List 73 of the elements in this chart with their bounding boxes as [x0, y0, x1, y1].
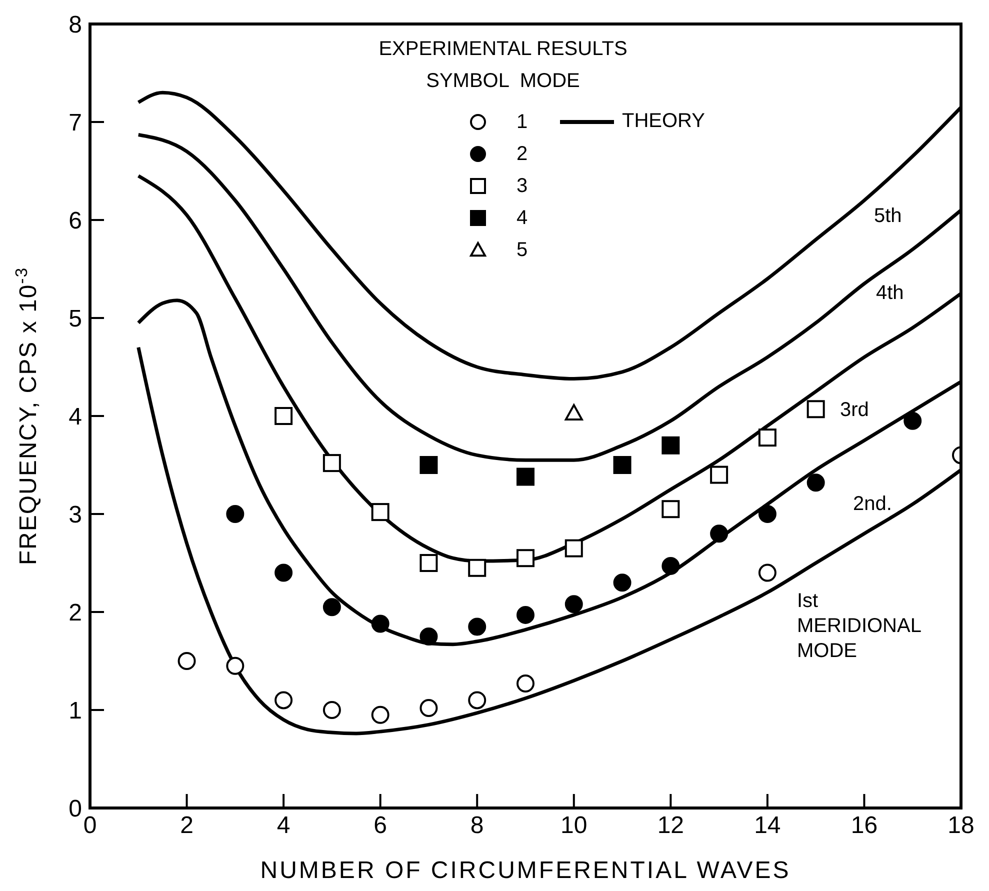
- legend-label: 5: [515, 238, 529, 262]
- point: [516, 674, 534, 693]
- x-tick-label: 4: [276, 812, 290, 840]
- legend-label: 4: [515, 206, 529, 230]
- x-tick-label: 12: [657, 812, 684, 840]
- legend-title: EXPERIMENTAL RESULTS: [378, 38, 628, 62]
- y-tick-label: 4: [68, 404, 82, 431]
- point: [371, 614, 390, 633]
- point: [322, 598, 341, 616]
- annotation: 3rd: [840, 398, 869, 423]
- point: [662, 436, 680, 454]
- point: [662, 556, 680, 575]
- point: [613, 574, 632, 592]
- point: [371, 503, 390, 522]
- x-tick-label: 6: [374, 812, 388, 840]
- line-series: [136, 132, 961, 462]
- point: [710, 524, 728, 543]
- point: [420, 699, 438, 718]
- point: [758, 505, 776, 523]
- y-tick-label: 7: [68, 110, 82, 137]
- point: [322, 454, 341, 472]
- y-tick-label: 3: [68, 502, 82, 529]
- x-axis-title: NUMBER OF CIRCUMFERENTIAL WAVES: [260, 857, 791, 884]
- point: [420, 554, 438, 572]
- annotation: Ist MERIDIONAL MODE: [797, 589, 922, 664]
- annotation: 4th: [876, 281, 904, 306]
- point: [564, 595, 583, 614]
- x-tick-label: 16: [850, 812, 878, 840]
- point: [371, 706, 390, 724]
- x-tick-label: 8: [470, 812, 484, 840]
- point: [178, 652, 196, 670]
- legend-label: 3: [515, 174, 529, 198]
- point: [274, 691, 293, 710]
- point: [226, 505, 244, 523]
- legend-label: THEORY: [622, 110, 705, 133]
- point: [758, 564, 776, 582]
- point: [274, 407, 293, 425]
- line-series: [136, 90, 961, 381]
- annotation: SYMBOL MODE: [425, 70, 581, 94]
- point: [468, 558, 486, 577]
- point: [806, 474, 825, 492]
- y-tick-label: 5: [68, 306, 82, 333]
- y-tick-label: 1: [68, 698, 82, 725]
- point: [758, 428, 776, 447]
- point: [468, 618, 486, 636]
- x-tick-label: 10: [560, 812, 588, 840]
- x-tick-label: 14: [754, 812, 781, 840]
- point: [420, 456, 438, 474]
- point: [322, 701, 341, 719]
- y-tick-label: 8: [68, 12, 82, 39]
- point: [516, 549, 534, 568]
- point: [274, 564, 293, 582]
- point: [564, 404, 583, 420]
- point: [516, 468, 534, 486]
- point: [710, 466, 728, 484]
- point: [904, 412, 922, 430]
- annotation: 5th: [874, 204, 902, 229]
- point: [226, 656, 244, 675]
- annotation: 2nd.: [853, 492, 892, 517]
- point: [468, 691, 486, 710]
- point: [420, 628, 438, 646]
- point: [516, 606, 534, 624]
- x-tick-label: 2: [180, 812, 194, 840]
- point: [564, 539, 583, 558]
- y-tick-label: 6: [68, 208, 82, 235]
- line-series: [136, 346, 961, 736]
- legend-label: 1: [515, 110, 529, 134]
- legend-label: 2: [515, 142, 529, 166]
- y-tick-label: 2: [68, 600, 82, 627]
- point: [613, 456, 632, 474]
- point: [806, 400, 825, 418]
- point: [662, 500, 680, 518]
- x-tick-label: 18: [948, 812, 974, 840]
